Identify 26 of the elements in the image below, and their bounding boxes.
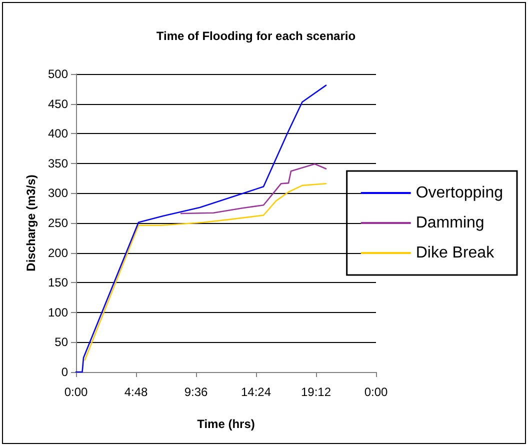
legend-label: Overtopping [416,184,504,202]
y-tick-label: 100 [48,305,68,320]
y-axis-title: Discharge (m3/s) [24,174,38,272]
chart-title: Time of Flooding for each scenario [156,29,356,43]
x-tick-label: 19:12 [300,385,332,399]
line-series [75,84,327,373]
line-series [84,183,327,361]
x-axis-title: Time (hrs) [197,417,255,431]
x-tick-label: 14:24 [240,385,272,399]
y-tick-label: 400 [48,126,68,141]
x-tick-label: 9:36 [184,385,208,399]
y-tick-label: 50 [54,335,68,350]
y-tick-label: 250 [48,216,68,230]
line-series [180,163,327,214]
legend-label: Dike Break [416,244,496,262]
y-tick-label: 0 [61,365,68,379]
y-tick-label: 150 [48,276,68,290]
y-tick-label: 300 [48,186,68,200]
x-tick-label: 0:00 [64,385,88,399]
x-tick-label: 4:48 [124,385,148,399]
legend-label: Damming [416,214,484,232]
y-tick-label: 200 [48,246,68,260]
y-tick-label: 350 [48,156,68,170]
x-tick-label: 0:00 [364,385,388,399]
y-tick-label: 500 [48,67,68,81]
y-tick-label: 450 [48,96,68,111]
